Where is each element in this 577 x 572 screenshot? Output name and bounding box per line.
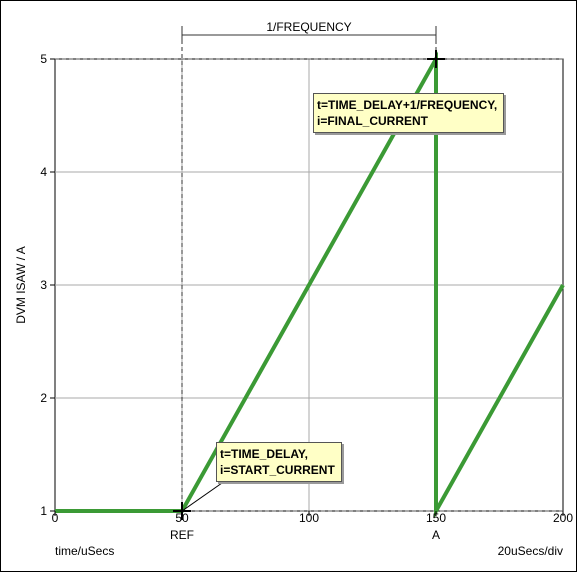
y-tick-label: 3 bbox=[40, 278, 47, 292]
annotation-final-current: t=TIME_DELAY+1/FREQUENCY, i=FINAL_CURREN… bbox=[313, 93, 505, 133]
x-tick-label: 150 bbox=[426, 511, 446, 525]
x-tick-label: 50 bbox=[175, 511, 189, 525]
y-tick-label: 1 bbox=[40, 504, 47, 518]
x-tick-label: 0 bbox=[52, 511, 59, 525]
x-tick-label: 100 bbox=[299, 511, 319, 525]
annotation-line: i=FINAL_CURRENT bbox=[317, 114, 429, 128]
x-scale-label: 20uSecs/div bbox=[498, 544, 563, 558]
period-label: 1/FREQUENCY bbox=[266, 20, 351, 34]
y-tick-label: 5 bbox=[40, 52, 47, 66]
y-tick-label: 4 bbox=[40, 165, 47, 179]
y-axis-label: DVM ISAW / A bbox=[14, 246, 28, 324]
annotation-start-current: t=TIME_DELAY, i=START_CURRENT bbox=[216, 442, 342, 482]
annotation-line: t=TIME_DELAY, bbox=[220, 447, 308, 461]
x-tick-label: 200 bbox=[553, 511, 573, 525]
period-dimension: 1/FREQUENCY bbox=[181, 20, 437, 41]
annotation-line: i=START_CURRENT bbox=[220, 463, 335, 477]
marker-label-a: A bbox=[432, 528, 440, 542]
marker-label-ref: REF bbox=[170, 528, 194, 542]
annotation-line: t=TIME_DELAY+1/FREQUENCY, bbox=[317, 98, 498, 112]
x-axis-label: time/uSecs bbox=[55, 544, 114, 558]
tick-labels: 0 50 100 150 200 1 2 3 4 5 bbox=[40, 52, 573, 525]
y-tick-label: 2 bbox=[40, 391, 47, 405]
